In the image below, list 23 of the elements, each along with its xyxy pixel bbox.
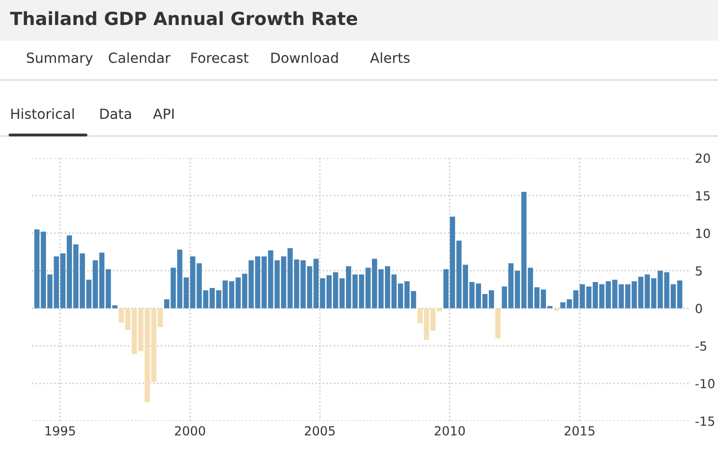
- x-tick-label: 2010: [434, 426, 465, 436]
- x-tick-label: 1995: [46, 426, 75, 436]
- y-tick-label: 0: [696, 304, 702, 314]
- y-tick-label: 5: [696, 266, 702, 276]
- text: Historical: [11, 108, 74, 120]
- x-tick-label: 2005: [304, 426, 335, 436]
- chart-title: Thailand GDP Annual Growth Rate: [10, 11, 358, 26]
- text: API: [153, 108, 174, 119]
- text: Data: [100, 108, 131, 120]
- text: Calendar: [108, 52, 170, 64]
- y-tick-label: -15: [695, 416, 714, 426]
- bar: [495, 308, 501, 338]
- text: Alerts: [370, 52, 410, 64]
- y-tick-label: -10: [695, 378, 714, 388]
- y-tick-label: 20: [696, 153, 710, 163]
- y-tick-label: 15: [696, 191, 710, 200]
- text: Forecast: [191, 52, 248, 64]
- text: Summary: [26, 52, 93, 66]
- x-tick-label: 2015: [564, 426, 594, 436]
- x-tick-label: 2000: [175, 426, 206, 436]
- text: Download: [271, 52, 338, 64]
- y-tick-label: -5: [695, 341, 706, 351]
- y-tick-label: 10: [696, 228, 710, 238]
